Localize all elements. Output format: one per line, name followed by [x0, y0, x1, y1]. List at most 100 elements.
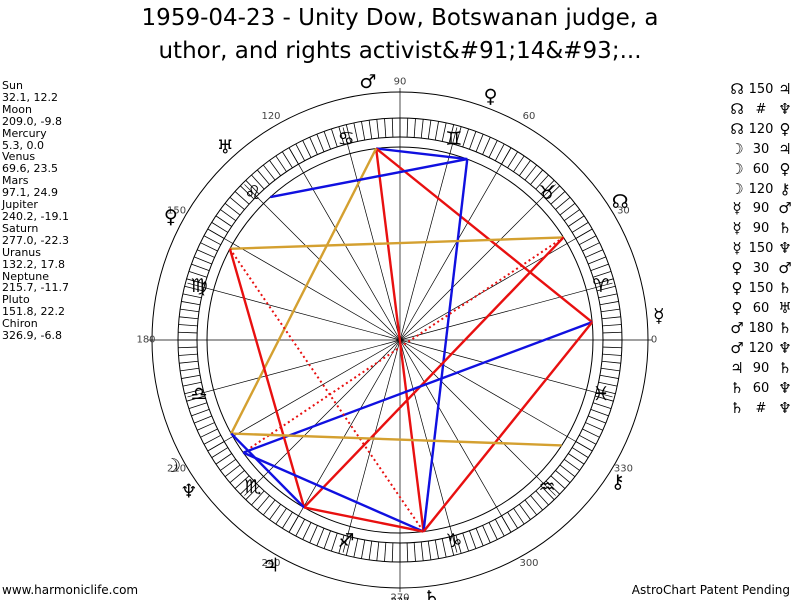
degree-tick: [420, 541, 424, 561]
degree-tick: [545, 480, 560, 495]
degree-tick: [275, 508, 287, 525]
degree-tick: [345, 536, 352, 556]
aspect-angle: 180: [748, 320, 774, 336]
degree-tick: [550, 475, 566, 489]
degree-tick: [427, 120, 432, 140]
degree-tick: [220, 458, 237, 471]
zodiac-sign-icon: ♒: [539, 476, 556, 498]
aspect-row: ☿ 150 ♆: [726, 239, 796, 259]
degree-tick: [178, 353, 198, 356]
degree-tick: [559, 203, 576, 216]
footer-patent-note: AstroChart Patent Pending: [631, 583, 790, 597]
planet-coords: 97.1, 24.9: [2, 186, 58, 200]
degree-tick: [448, 124, 455, 144]
planet-position-list: Sun 32.1, 12.2 Moon 209.0, -9.8 Mercury …: [2, 80, 69, 342]
degree-tick: [323, 530, 331, 549]
aspect-glyph-1: ♂: [730, 318, 744, 337]
aspect-glyph-2: ♂: [778, 199, 792, 218]
aspect-angle: 90: [752, 221, 770, 237]
aspect-row: ♃ 90 ♄: [726, 359, 796, 379]
planet-name: Moon: [2, 102, 32, 116]
degree-tick: [559, 464, 576, 477]
division-spoke: [244, 184, 401, 341]
degree-tick: [507, 151, 518, 169]
degree-label: 330: [614, 464, 633, 475]
footer-website: www.harmoniclife.com: [2, 583, 139, 597]
zodiac-sign-icon: ♐: [338, 530, 355, 552]
degree-tick: [540, 180, 555, 195]
aspect-angle: 120: [748, 121, 774, 137]
aspect-line: [230, 147, 378, 435]
degree-tick: [203, 434, 221, 445]
planet-coords: 209.0, -9.8: [2, 114, 62, 128]
degree-tick: [211, 447, 229, 458]
degree-tick: [215, 215, 232, 227]
degree-tick: [234, 191, 250, 205]
division-spoke: [399, 339, 511, 531]
degree-tick: [469, 131, 477, 150]
division-spoke: [399, 339, 591, 451]
degree-tick: [384, 118, 387, 138]
degree-tick: [368, 120, 373, 140]
degree-tick: [596, 285, 616, 292]
division-spoke: [342, 127, 401, 341]
aspect-glyph-1: ♃: [730, 358, 744, 377]
aspect-glyph-2: ♂: [778, 259, 792, 278]
aspect-glyph-2: ♄: [778, 318, 792, 337]
degree-tick: [462, 128, 469, 148]
division-spoke: [244, 339, 401, 496]
degree-tick: [513, 155, 525, 172]
degree-tick: [441, 122, 447, 142]
degree-tick: [579, 235, 597, 246]
aspect-glyph-2: ♆: [778, 378, 792, 397]
aspect-line: [230, 432, 305, 509]
degree-tick: [595, 278, 614, 285]
planet-name: Mars: [2, 174, 29, 188]
chart-title-line-1: 1959-04-23 - Unity Dow, Botswanan judge,…: [141, 5, 659, 31]
aspect-row: ☊ # ♆: [726, 100, 796, 120]
aspect-glyph-1: ☿: [732, 219, 742, 238]
aspect-line: [242, 451, 425, 533]
aspect-angle: 30: [752, 261, 770, 277]
aspect-glyph-1: ♀: [731, 298, 743, 317]
degree-tick: [182, 293, 202, 299]
degree-tick: [263, 499, 276, 516]
aspect-line: [374, 148, 425, 532]
degree-tick: [181, 374, 201, 379]
degree-tick: [469, 530, 477, 549]
aspect-line: [229, 248, 425, 533]
degree-tick: [211, 222, 229, 233]
division-spoke: [399, 282, 613, 341]
degree-tick: [240, 185, 255, 200]
division-spoke: [399, 339, 458, 553]
degree-tick: [353, 122, 359, 142]
aspect-row: ☊ 150 ♃: [726, 80, 796, 100]
degree-tick: [251, 490, 265, 506]
degree-tick: [571, 447, 589, 458]
degree-tick: [600, 367, 620, 372]
aspect-glyph-2: ♀: [779, 159, 791, 178]
aspect-line: [375, 147, 593, 324]
planet-glyph-icon: ♃: [262, 555, 279, 577]
degree-label: 60: [523, 111, 536, 122]
degree-tick: [245, 485, 260, 500]
aspect-glyph-2: ⚷: [779, 179, 791, 198]
degree-tick: [197, 249, 215, 258]
degree-tick: [602, 346, 622, 349]
aspect-line: [242, 236, 565, 454]
aspect-glyph-2: ♆: [778, 338, 792, 357]
degree-tick: [595, 395, 614, 402]
degree-label: 120: [261, 111, 280, 122]
degree-tick: [590, 409, 609, 417]
aspect-glyph-2: ♄: [778, 279, 792, 298]
degree-tick: [406, 118, 409, 138]
degree-tick: [488, 522, 498, 540]
degree-tick: [568, 453, 585, 465]
planet-name: Chiron: [2, 317, 38, 331]
aspect-row: ♄ # ♆: [726, 399, 796, 419]
degree-tick: [448, 536, 455, 556]
aspect-angle: 150: [748, 241, 774, 257]
aspect-angle: 30: [752, 141, 770, 157]
aspect-glyph-1: ☽: [730, 139, 744, 158]
